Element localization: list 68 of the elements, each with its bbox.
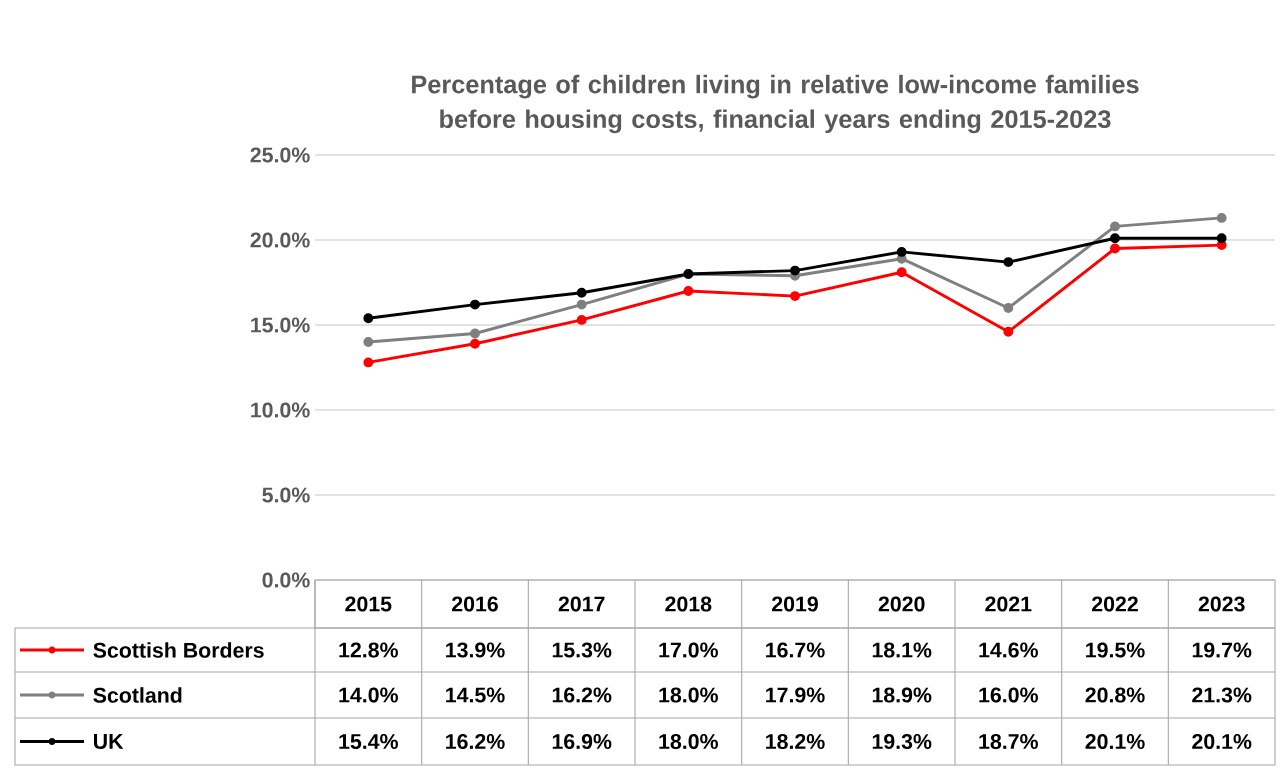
data-label: 15.3% bbox=[552, 642, 612, 658]
point bbox=[896, 267, 907, 278]
data-label: 20.1% bbox=[1192, 733, 1252, 750]
legend-label: UK bbox=[93, 734, 124, 749]
legend-label: Scottish Borders bbox=[93, 642, 264, 658]
point bbox=[363, 357, 374, 368]
data-label: 19.7% bbox=[1192, 642, 1252, 658]
point bbox=[470, 328, 480, 339]
data-label: 16.2% bbox=[552, 687, 612, 703]
data-label: 18.0% bbox=[659, 687, 718, 703]
data-label: 21.3% bbox=[1192, 687, 1252, 703]
data-label: 20.8% bbox=[1085, 687, 1145, 703]
y-tick-label: 0.0% bbox=[262, 572, 310, 588]
y-tick-label: 10.0% bbox=[251, 402, 310, 418]
data-label: 13.9% bbox=[446, 642, 505, 658]
legend-label: Scotland bbox=[93, 687, 182, 703]
point bbox=[363, 313, 374, 324]
point bbox=[1110, 243, 1120, 254]
y-tick-label: 15.0% bbox=[251, 317, 310, 333]
data-label: 17.0% bbox=[659, 642, 718, 658]
y-tick-label: 5.0% bbox=[262, 487, 310, 503]
point bbox=[576, 299, 587, 310]
x-tick-label: 2023 bbox=[1198, 596, 1245, 612]
data-label: 16.7% bbox=[766, 642, 825, 658]
point bbox=[683, 286, 694, 296]
point bbox=[1003, 326, 1014, 337]
data-label: 18.7% bbox=[979, 733, 1038, 750]
data-label: 18.0% bbox=[659, 733, 718, 750]
data-label: 16.0% bbox=[979, 687, 1038, 703]
data-label: 12.8% bbox=[339, 642, 398, 658]
point bbox=[1003, 257, 1014, 268]
x-tick-label: 2015 bbox=[345, 596, 392, 612]
data-label: 17.9% bbox=[766, 687, 825, 703]
y-tick-label: 20.0% bbox=[250, 232, 310, 248]
x-tick-label: 2020 bbox=[878, 596, 925, 612]
point bbox=[1110, 233, 1120, 244]
x-tick-label: 2019 bbox=[772, 596, 818, 612]
data-label: 14.6% bbox=[979, 642, 1038, 658]
data-label: 15.4% bbox=[339, 733, 398, 750]
x-tick-label: 2016 bbox=[452, 596, 498, 612]
y-tick-label: 25.0% bbox=[250, 147, 310, 163]
point bbox=[470, 338, 480, 349]
x-tick-label: 2021 bbox=[985, 596, 1032, 612]
data-label: 16.2% bbox=[446, 733, 505, 750]
point bbox=[1216, 233, 1227, 244]
point bbox=[790, 265, 800, 276]
data-label: 14.5% bbox=[446, 687, 505, 703]
point bbox=[896, 246, 907, 257]
data-label: 18.2% bbox=[766, 733, 825, 750]
x-tick-label: 2017 bbox=[558, 596, 605, 612]
chart-title: Percentage of children living in relative low-income families before housing costs, financial years ending 2015-2023 bbox=[412, 74, 1139, 134]
data-label: 20.1% bbox=[1085, 733, 1145, 750]
x-tick-label: 2018 bbox=[665, 596, 712, 612]
point bbox=[1003, 303, 1014, 313]
point bbox=[790, 291, 800, 302]
point bbox=[576, 314, 587, 325]
data-label: 19.5% bbox=[1086, 642, 1145, 658]
point bbox=[1216, 212, 1227, 223]
data-label: 16.9% bbox=[552, 733, 612, 750]
data-label: 18.9% bbox=[872, 687, 932, 703]
point bbox=[363, 337, 374, 347]
data-label: 18.1% bbox=[872, 642, 932, 658]
data-label: 19.3% bbox=[872, 733, 932, 750]
x-tick-label: 2022 bbox=[1092, 596, 1138, 612]
data-label: 14.0% bbox=[339, 687, 398, 703]
point bbox=[576, 287, 587, 298]
point bbox=[1110, 221, 1120, 232]
point bbox=[470, 299, 480, 310]
